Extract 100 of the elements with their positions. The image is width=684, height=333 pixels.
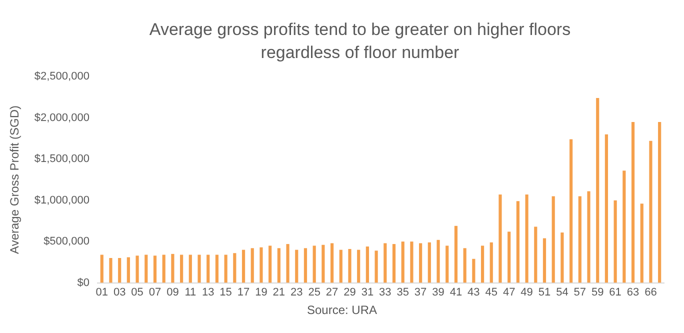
bar — [658, 122, 662, 283]
bar — [366, 246, 369, 283]
bar — [322, 244, 325, 283]
bar — [490, 242, 493, 283]
x-tick-label: 17 — [237, 286, 250, 298]
x-tick-label: 63 — [626, 286, 640, 298]
bar — [401, 242, 404, 283]
y-tick-label: $500,000 — [44, 236, 90, 248]
bar — [304, 248, 308, 283]
bar — [188, 254, 192, 283]
bar — [153, 256, 157, 283]
bar — [436, 240, 440, 283]
bar — [118, 258, 122, 283]
bar — [198, 254, 201, 283]
bar — [446, 246, 449, 283]
bar — [516, 201, 520, 283]
bar — [508, 232, 511, 283]
bar — [295, 250, 298, 283]
x-tick-label: 03 — [113, 286, 126, 298]
y-axis-title: Average Gross Profit (SGD) — [8, 105, 22, 254]
x-tick-label: 51 — [538, 286, 551, 298]
x-tick-label: 15 — [220, 286, 232, 298]
bar — [330, 243, 334, 283]
x-tick-label: 33 — [379, 286, 392, 298]
x-tick-label: 25 — [308, 286, 320, 298]
x-tick-label: 39 — [432, 286, 444, 298]
bar — [374, 250, 378, 283]
bar — [560, 232, 564, 283]
bar — [242, 250, 246, 283]
bar — [171, 254, 174, 283]
bar — [570, 139, 573, 283]
bar — [268, 246, 272, 283]
x-tick-label: 07 — [148, 286, 162, 298]
bar — [144, 254, 148, 283]
bar — [260, 247, 263, 283]
bar — [596, 98, 600, 283]
x-tick-label: 29 — [344, 286, 356, 298]
bar — [136, 256, 139, 283]
x-tick-label: 57 — [574, 286, 586, 298]
bar — [277, 248, 280, 283]
y-tick-label: $1,000,000 — [34, 194, 90, 206]
bar — [428, 242, 431, 283]
bar — [286, 244, 290, 283]
bar — [604, 134, 608, 283]
x-tick-label: 23 — [290, 286, 303, 298]
bar — [552, 196, 555, 283]
x-tick-label: 11 — [184, 286, 196, 298]
bar — [525, 194, 528, 283]
bar — [384, 243, 387, 283]
bar — [542, 238, 546, 283]
bar — [578, 196, 582, 283]
y-tick-label: $2,000,000 — [34, 112, 90, 124]
bar — [649, 140, 652, 283]
x-tick-label: 31 — [361, 286, 374, 298]
bar — [100, 254, 104, 283]
bar — [215, 254, 219, 283]
x-tick-label: 47 — [502, 286, 516, 298]
bar — [587, 191, 590, 283]
x-tick-label: 43 — [468, 286, 480, 298]
bar — [463, 248, 466, 283]
bar — [622, 170, 626, 283]
x-tick-label: 45 — [485, 286, 498, 298]
bar — [480, 246, 484, 283]
x-tick-label: 61 — [609, 286, 622, 298]
bar — [180, 254, 184, 283]
y-tick-label: $1,500,000 — [34, 153, 90, 166]
x-tick-label: 19 — [255, 286, 268, 298]
bar — [109, 258, 112, 283]
x-tick-label: 66 — [644, 286, 657, 298]
bar — [614, 200, 617, 283]
bar — [162, 254, 166, 283]
x-tick-label: 37 — [414, 286, 427, 298]
source-note: Source: URA — [306, 303, 378, 317]
bar — [534, 226, 538, 283]
bar — [126, 257, 130, 283]
bar — [410, 242, 414, 283]
x-tick-label: 59 — [591, 286, 604, 298]
x-tick-label: 01 — [96, 286, 108, 298]
x-tick-label: 35 — [396, 286, 409, 298]
bar — [339, 250, 342, 283]
bar — [472, 258, 476, 283]
x-tick-label: 05 — [131, 286, 144, 298]
bar — [224, 254, 228, 283]
bar — [498, 194, 502, 283]
x-tick-label: 41 — [450, 286, 462, 298]
y-tick-label: $2,500,000 — [34, 70, 90, 83]
bar — [454, 226, 458, 283]
bar — [357, 250, 360, 283]
chart-title: Average gross profits tend to be greater on higher floors regardless of floor number — [148, 19, 572, 64]
bar — [250, 248, 254, 283]
x-tick-label: 13 — [202, 286, 214, 298]
bar — [348, 248, 352, 283]
bar — [312, 246, 316, 283]
bar — [392, 244, 396, 283]
x-tick-label: 54 — [556, 286, 568, 298]
x-tick-label: 09 — [166, 286, 179, 298]
bar — [631, 122, 635, 283]
bar — [419, 243, 422, 283]
x-tick-label: 21 — [272, 286, 286, 298]
bar — [233, 253, 236, 283]
